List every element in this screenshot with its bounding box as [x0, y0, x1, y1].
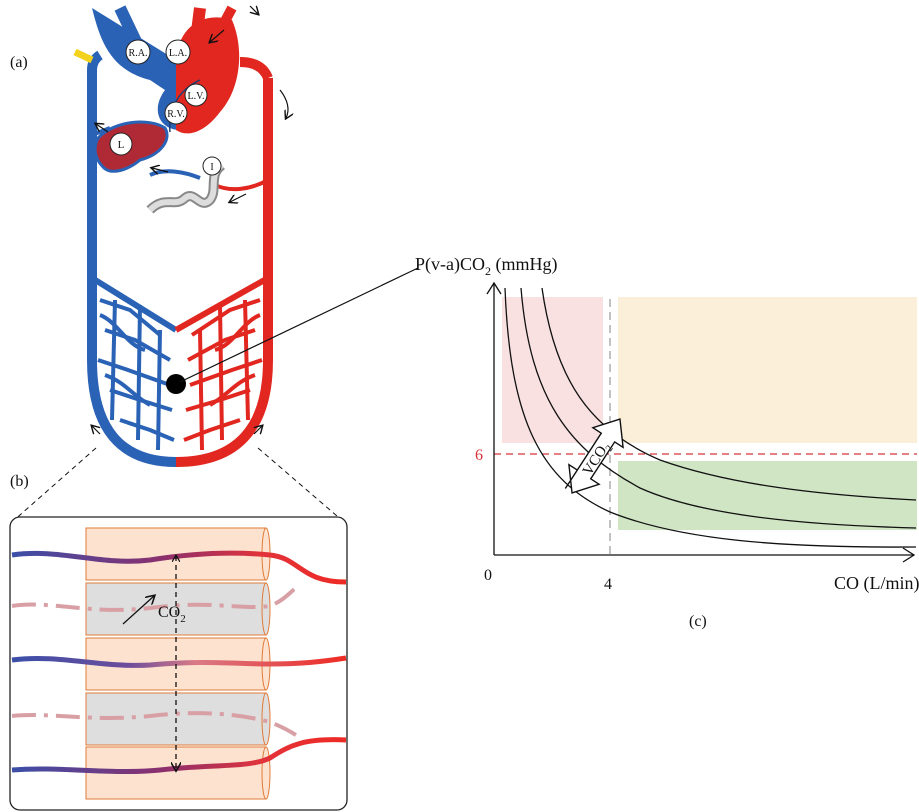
right-atrium-label: R.A. [129, 48, 148, 59]
leader-line [180, 268, 418, 382]
panel-label-a: (a) [10, 54, 28, 71]
capillary-detail: CO2 [10, 517, 347, 810]
panel-label-c: (c) [689, 613, 707, 630]
low-co-high-gap-zone [502, 297, 603, 443]
gap-threshold-label: 6 [475, 447, 483, 464]
intestine-label: I [210, 162, 213, 173]
y-axis-label: P(v-a)CO2 (mmHg) [415, 254, 558, 278]
capillary-bed [92, 278, 268, 450]
sampling-point [166, 374, 186, 394]
left-atrium-label: L.A. [169, 48, 187, 59]
liver-label: L [118, 139, 125, 151]
circulation-diagram: R.A. L.A. L.V. R.V. L I [75, 6, 288, 462]
heart: R.A. L.A. L.V. R.V. [92, 8, 239, 133]
panel-label-b: (b) [10, 473, 29, 490]
intestine: I [150, 157, 268, 210]
x-axis-label: CO (L/min) [834, 573, 919, 594]
origin-label: 0 [484, 567, 492, 584]
normal-co-high-gap-zone [618, 297, 917, 443]
co-threshold-label: 4 [604, 576, 612, 593]
left-ventricle-label: L.V. [187, 91, 204, 102]
pco2-cardiac-output-graph: VCO2 P(v-a)CO2 (mmHg) CO (L/min) 0 6 4 (… [415, 254, 919, 630]
right-ventricle-label: R.V. [167, 109, 185, 120]
normal-co-normal-gap-zone [618, 461, 917, 530]
